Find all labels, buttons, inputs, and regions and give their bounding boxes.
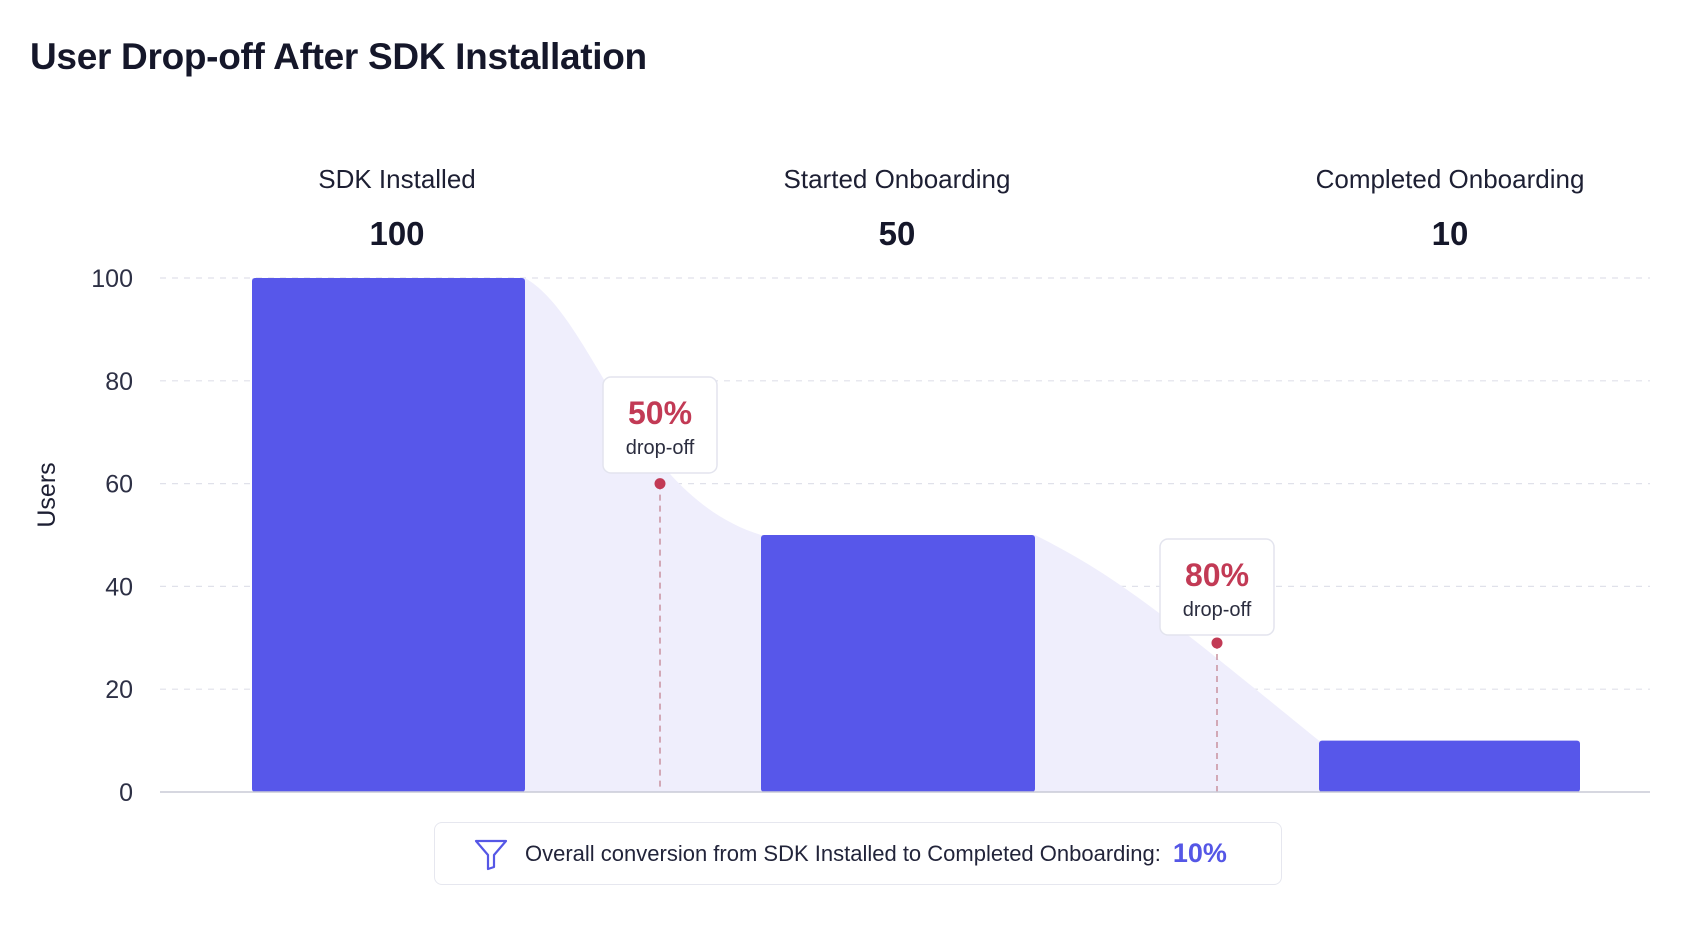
- stage-value: 100: [369, 215, 424, 252]
- y-tick-label: 100: [91, 265, 133, 293]
- stage-value: 10: [1432, 215, 1469, 252]
- dropoff-percent: 80%: [1185, 557, 1249, 593]
- bar-2: [761, 535, 1035, 792]
- page-title: User Drop-off After SDK Installation: [30, 36, 647, 77]
- bar-1: [252, 278, 525, 792]
- dropoff-label: drop-off: [626, 437, 695, 459]
- dropoff-callout-box: [602, 376, 718, 474]
- dropoff-percent: 50%: [628, 395, 692, 431]
- conversion-summary: Overall conversion from SDK Installed to…: [434, 822, 1282, 885]
- dropoff-marker: [654, 478, 666, 490]
- y-tick-label: 60: [105, 471, 133, 499]
- bars: [252, 278, 1580, 792]
- dropoff-label: drop-off: [1183, 599, 1252, 621]
- y-tick-label: 40: [105, 573, 133, 601]
- funnel-icon: [474, 839, 508, 870]
- y-tick-label: 20: [105, 676, 133, 704]
- stage-value: 50: [879, 215, 916, 252]
- dropoff-marker: [1211, 637, 1223, 649]
- bar-3: [1319, 740, 1580, 792]
- stage-label: Completed Onboarding: [1316, 164, 1585, 194]
- conversion-text: Overall conversion from SDK Installed to…: [525, 840, 1161, 866]
- y-axis-label: Users: [33, 462, 61, 527]
- stage-label: Started Onboarding: [784, 164, 1011, 194]
- y-axis-ticks: 0 20 40 60 80 100: [91, 265, 133, 807]
- stage-label: SDK Installed: [318, 164, 476, 194]
- stage-headers: SDK Installed 100 Started Onboarding 50 Comp…: [318, 164, 1584, 252]
- y-tick-label: 0: [119, 779, 133, 807]
- conversion-value: 10%: [1172, 838, 1227, 868]
- dropoff-callouts: 50% drop-off 80% drop-off: [602, 376, 1275, 792]
- dropoff-callout-box: [1159, 538, 1275, 636]
- y-tick-label: 80: [105, 368, 133, 396]
